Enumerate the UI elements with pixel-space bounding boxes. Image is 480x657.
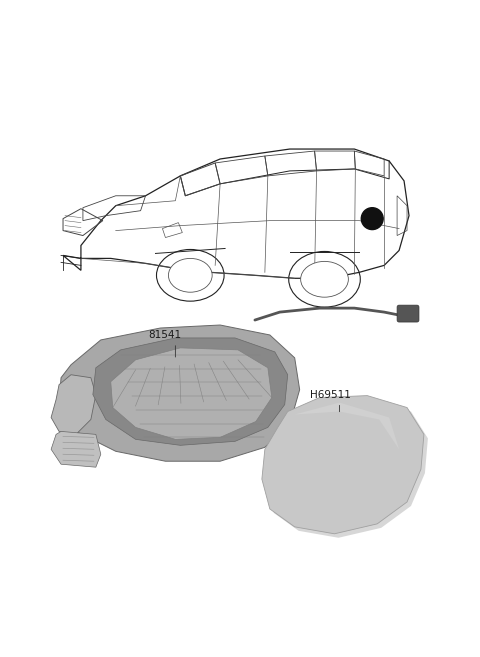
Ellipse shape	[288, 252, 360, 307]
Polygon shape	[51, 432, 101, 467]
FancyBboxPatch shape	[397, 305, 419, 322]
Text: 81541: 81541	[148, 330, 181, 340]
Polygon shape	[266, 399, 428, 538]
Ellipse shape	[156, 250, 224, 301]
Polygon shape	[59, 325, 300, 461]
Text: H69511: H69511	[310, 390, 350, 399]
Ellipse shape	[300, 261, 348, 297]
Polygon shape	[111, 348, 272, 440]
Circle shape	[361, 208, 383, 229]
Polygon shape	[93, 338, 288, 445]
Polygon shape	[51, 374, 96, 434]
Ellipse shape	[168, 258, 212, 292]
Polygon shape	[262, 396, 424, 533]
Polygon shape	[295, 403, 399, 449]
